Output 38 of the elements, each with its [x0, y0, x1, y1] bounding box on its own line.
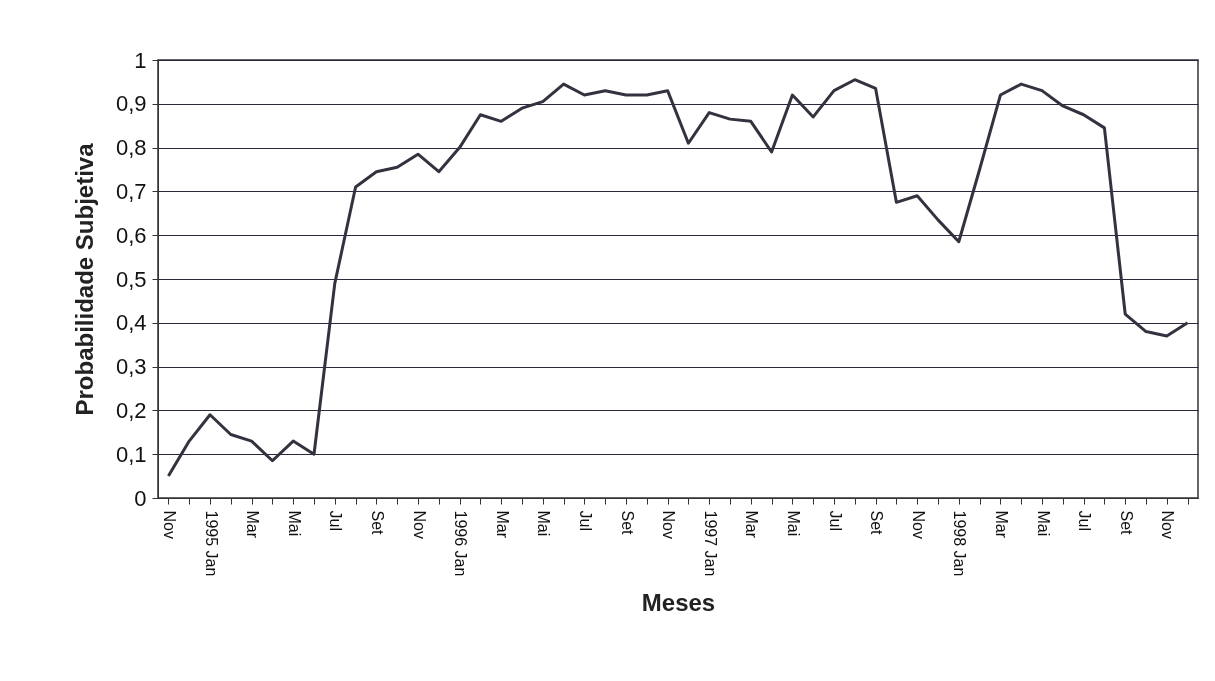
y-tick-label: 0	[134, 485, 147, 511]
x-tick-label: Mai	[784, 510, 802, 537]
x-tick-label: Mar	[992, 510, 1010, 539]
y-tick-label: 0,4	[115, 310, 147, 336]
x-tick-label: Set	[868, 510, 886, 536]
x-tick-label: Mar	[493, 510, 511, 539]
y-tick-label: 0,9	[115, 91, 147, 117]
x-tick-label: Mar	[743, 510, 761, 539]
x-tick-label: Set	[368, 510, 386, 536]
x-tick-label: 1996 Jan	[452, 510, 470, 577]
y-tick-label: 0,1	[115, 441, 147, 467]
x-tick-label: 1997 Jan	[701, 510, 719, 577]
y-tick-label: 0,7	[115, 178, 147, 204]
y-tick-label: 1	[134, 47, 147, 73]
x-tick-label: Mar	[244, 510, 262, 539]
x-tick-label: Nov	[410, 510, 428, 539]
x-tick-label: Nov	[160, 510, 178, 539]
x-tick-label: Mai	[535, 510, 553, 537]
x-tick-label: Jul	[826, 510, 844, 531]
x-tick-label: Set	[1117, 510, 1135, 536]
x-tick-label: Jul	[1076, 510, 1094, 531]
x-tick-label: Set	[618, 510, 636, 536]
y-tick-label: 0,8	[115, 135, 147, 161]
x-tick-label: 1998 Jan	[951, 510, 969, 577]
x-tick-label: 1995 Jan	[202, 510, 220, 577]
y-tick-label: 0,5	[115, 266, 147, 292]
x-tick-label: Nov	[1159, 510, 1177, 539]
x-axis-title: Meses	[641, 589, 716, 617]
x-tick-label: Nov	[909, 510, 927, 539]
y-axis-title: Probabilidade Subjetiva	[70, 142, 98, 416]
x-tick-label: Nov	[660, 510, 678, 539]
x-tick-label: Jul	[576, 510, 594, 531]
x-tick-label: Mai	[1034, 510, 1052, 537]
x-tick-label: Jul	[327, 510, 345, 531]
y-tick-label: 0,3	[115, 354, 147, 380]
y-tick-label: 0,6	[115, 222, 147, 248]
y-tick-label: 0,2	[115, 397, 147, 423]
x-tick-label: Mai	[285, 510, 303, 537]
